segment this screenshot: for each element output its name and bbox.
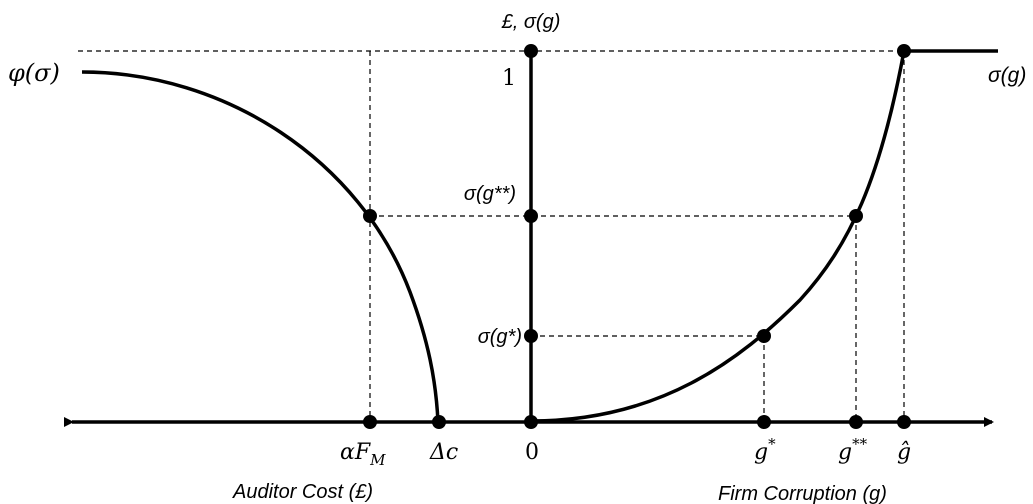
left-axis-title: Auditor Cost (£) <box>232 481 373 503</box>
point-x-origin <box>524 415 538 429</box>
y-label-sigma-g2: σ(g**) <box>464 183 516 205</box>
right-axis-title: Firm Corruption (g) <box>718 483 887 504</box>
sigma-curve <box>530 50 906 423</box>
y-label-sigma-g1: σ(g*) <box>478 326 522 348</box>
x-label-alpha-f: αFM <box>340 440 386 469</box>
point-y-one <box>524 44 538 58</box>
point-x-g2 <box>849 415 863 429</box>
point-y-sigma-g1 <box>524 329 538 343</box>
y-axis-title: £, σ(g) <box>501 11 561 33</box>
x-label-zero: 0 <box>525 440 539 465</box>
point-x-ghat <box>897 415 911 429</box>
point-ghat-top <box>897 44 911 58</box>
point-x-delta-c <box>432 415 446 429</box>
sigma-curve-label: σ(g) <box>988 64 1026 87</box>
point-x-g1 <box>757 415 771 429</box>
phi-curve-label: φ(σ) <box>8 59 60 87</box>
point-sigma-g1 <box>757 329 771 343</box>
x-label-ghat: ĝ <box>897 440 911 465</box>
x-label-g2: g** <box>838 435 868 465</box>
phi-curve <box>81 70 440 423</box>
point-x-alpha-f <box>363 415 377 429</box>
point-sigma-g2 <box>849 209 863 223</box>
y-label-one: 1 <box>502 66 516 91</box>
x-label-delta-c: Δc <box>429 440 458 465</box>
point-y-sigma-g2 <box>524 209 538 223</box>
point-phi-intersect <box>363 209 377 223</box>
x-label-g1: g* <box>754 435 776 465</box>
